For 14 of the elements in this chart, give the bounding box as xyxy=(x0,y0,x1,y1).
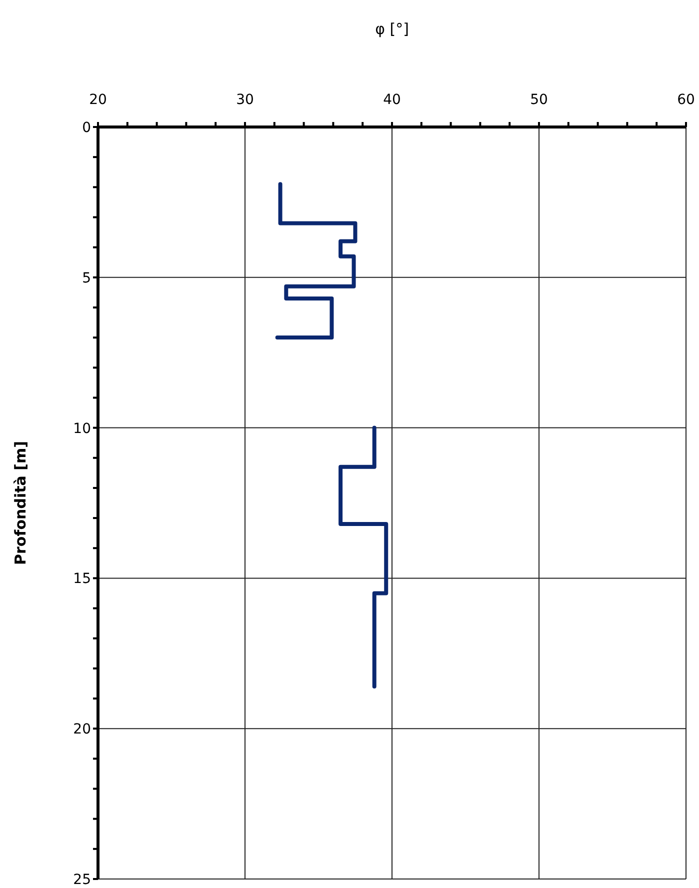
y-tick-label: 0 xyxy=(82,120,91,136)
line-series xyxy=(338,426,388,688)
x-axis-title: φ [°] xyxy=(374,20,410,38)
y-tick-label: 10 xyxy=(73,420,91,437)
x-tick-label: 40 xyxy=(383,92,401,108)
y-tick-label: 25 xyxy=(73,872,91,888)
y-axis-title: Profondità [m] xyxy=(11,441,30,565)
y-tick-label: 15 xyxy=(73,571,91,588)
x-tick-label: 30 xyxy=(236,92,254,108)
y-tick-label: 20 xyxy=(73,722,91,738)
x-tick-label: 50 xyxy=(530,92,548,108)
y-tick-label: 5 xyxy=(82,270,91,286)
line-series xyxy=(275,182,358,340)
x-tick-label: 60 xyxy=(677,92,695,108)
